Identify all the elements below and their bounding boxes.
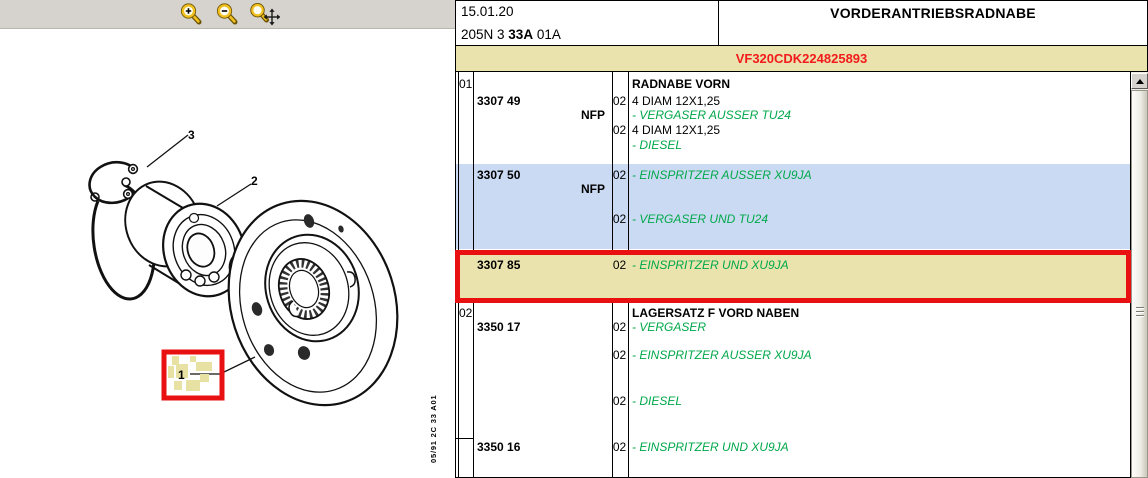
table-cell-part[interactable]: 3307 50 xyxy=(477,168,521,182)
thumb-grip xyxy=(1136,311,1144,312)
table-cell-desc: - VERGASER xyxy=(632,320,707,334)
table-cell-desc: - EINSPRITZER AUSSER XU9JA xyxy=(632,348,812,362)
table-cell-qty: 02 xyxy=(612,348,627,362)
table-cell-desc: - DIESEL xyxy=(632,394,683,408)
table-cell-qty: 02 xyxy=(612,212,627,226)
table-cell-desc: - DIESEL xyxy=(632,138,683,152)
header-bottom-line xyxy=(455,45,1148,46)
plate-stamp-text: 05/91 2C 33 A01 xyxy=(429,395,438,463)
vertical-scrollbar[interactable] xyxy=(1131,72,1148,478)
code-prefix: 205N 3 xyxy=(461,27,509,42)
zoom-out-icon xyxy=(216,3,238,25)
table-cell-part[interactable]: 3307 49 xyxy=(477,94,521,108)
table-cell-desc: - VERGASER UND TU24 xyxy=(632,212,769,226)
table-cell-qty: 02 xyxy=(612,320,627,334)
table-cell-desc: 4 DIAM 12X1,25 xyxy=(632,94,721,108)
table-cell-part[interactable]: 3350 17 xyxy=(477,320,521,334)
table-cell-desc: RADNABE VORN xyxy=(632,77,731,91)
parts-diagram: 3 2 1 05/91 2C 33 A01 xyxy=(88,128,438,463)
table-cell-sec: 01 xyxy=(459,77,473,91)
banner-bottom-line xyxy=(455,71,1148,72)
scrollbar-thumb[interactable] xyxy=(1131,90,1148,478)
callout-label-1: 1 xyxy=(178,368,185,382)
table-cell-part[interactable]: 3350 16 xyxy=(477,440,521,454)
table-cell-qty: 02 xyxy=(612,394,627,408)
thumb-grip xyxy=(1136,315,1144,316)
vin-banner: VF320CDK224825893 xyxy=(455,46,1148,71)
diagram-panel: 3 2 1 05/91 2C 33 A01 xyxy=(0,0,455,478)
table-cell-qty: 02 xyxy=(612,123,627,137)
selected-callout-box[interactable]: 1 xyxy=(161,349,225,401)
row-group-highlight-blue[interactable] xyxy=(456,164,1131,249)
zoom-in-button[interactable] xyxy=(178,2,204,26)
zoom-pan-button[interactable] xyxy=(248,2,280,26)
header-date: 15.01.20 xyxy=(461,4,514,19)
highlight-smudge xyxy=(168,356,212,391)
zoom-pan-icon xyxy=(250,2,280,26)
table-cell-qty: 02 xyxy=(612,94,627,108)
callout-label-3[interactable]: 3 xyxy=(188,128,195,142)
header-catalog-code: 205N 3 33A 01A xyxy=(461,27,561,42)
table-cell-desc: - EINSPRITZER AUSSER XU9JA xyxy=(632,168,812,182)
table-cell-desc: - VERGASER AUSSER TU24 xyxy=(632,108,791,122)
table-cell-nfp: NFP xyxy=(581,108,605,122)
snap-ring-eyelet xyxy=(88,160,139,205)
callout-label-2[interactable]: 2 xyxy=(251,174,258,188)
stud-holes xyxy=(251,214,344,360)
scroll-up-icon xyxy=(1136,79,1144,84)
code-suffix: 01A xyxy=(533,27,561,42)
table-cell-desc: - EINSPRITZER UND XU9JA xyxy=(632,440,789,454)
border-top xyxy=(455,0,1148,1)
selection-red-box xyxy=(161,349,225,401)
zoom-in-icon xyxy=(180,3,202,25)
parts-table-panel: 15.01.20 205N 3 33A 01A VORDERANTRIEBSRA… xyxy=(455,0,1148,478)
table-cell-nfp: NFP xyxy=(581,182,605,196)
header-divider xyxy=(718,0,719,45)
section-divider-short xyxy=(455,438,474,439)
selected-row-highlight[interactable] xyxy=(455,250,1131,303)
table-cell-desc: LAGERSATZ F VORD NABEN xyxy=(632,306,800,320)
table-cell-part[interactable]: 3307 85 xyxy=(477,258,521,272)
diagram-toolbar xyxy=(0,0,455,29)
thumb-grip xyxy=(1136,307,1144,308)
table-cell-qty: 02 xyxy=(612,440,627,454)
page-title: VORDERANTRIEBSRADNABE xyxy=(830,5,1036,21)
table-cell-desc: 4 DIAM 12X1,25 xyxy=(632,123,721,137)
table-cell-desc: - EINSPRITZER UND XU9JA xyxy=(632,258,789,272)
zoom-out-button[interactable] xyxy=(214,2,240,26)
table-cell-qty: 02 xyxy=(612,168,627,182)
hub-flange xyxy=(227,199,399,407)
panel-left-border xyxy=(455,0,456,478)
code-bold: 33A xyxy=(508,27,534,42)
table-cell-sec: 02 xyxy=(459,306,473,320)
scroll-up-button[interactable] xyxy=(1131,73,1148,89)
table-cell-qty: 02 xyxy=(612,258,627,272)
